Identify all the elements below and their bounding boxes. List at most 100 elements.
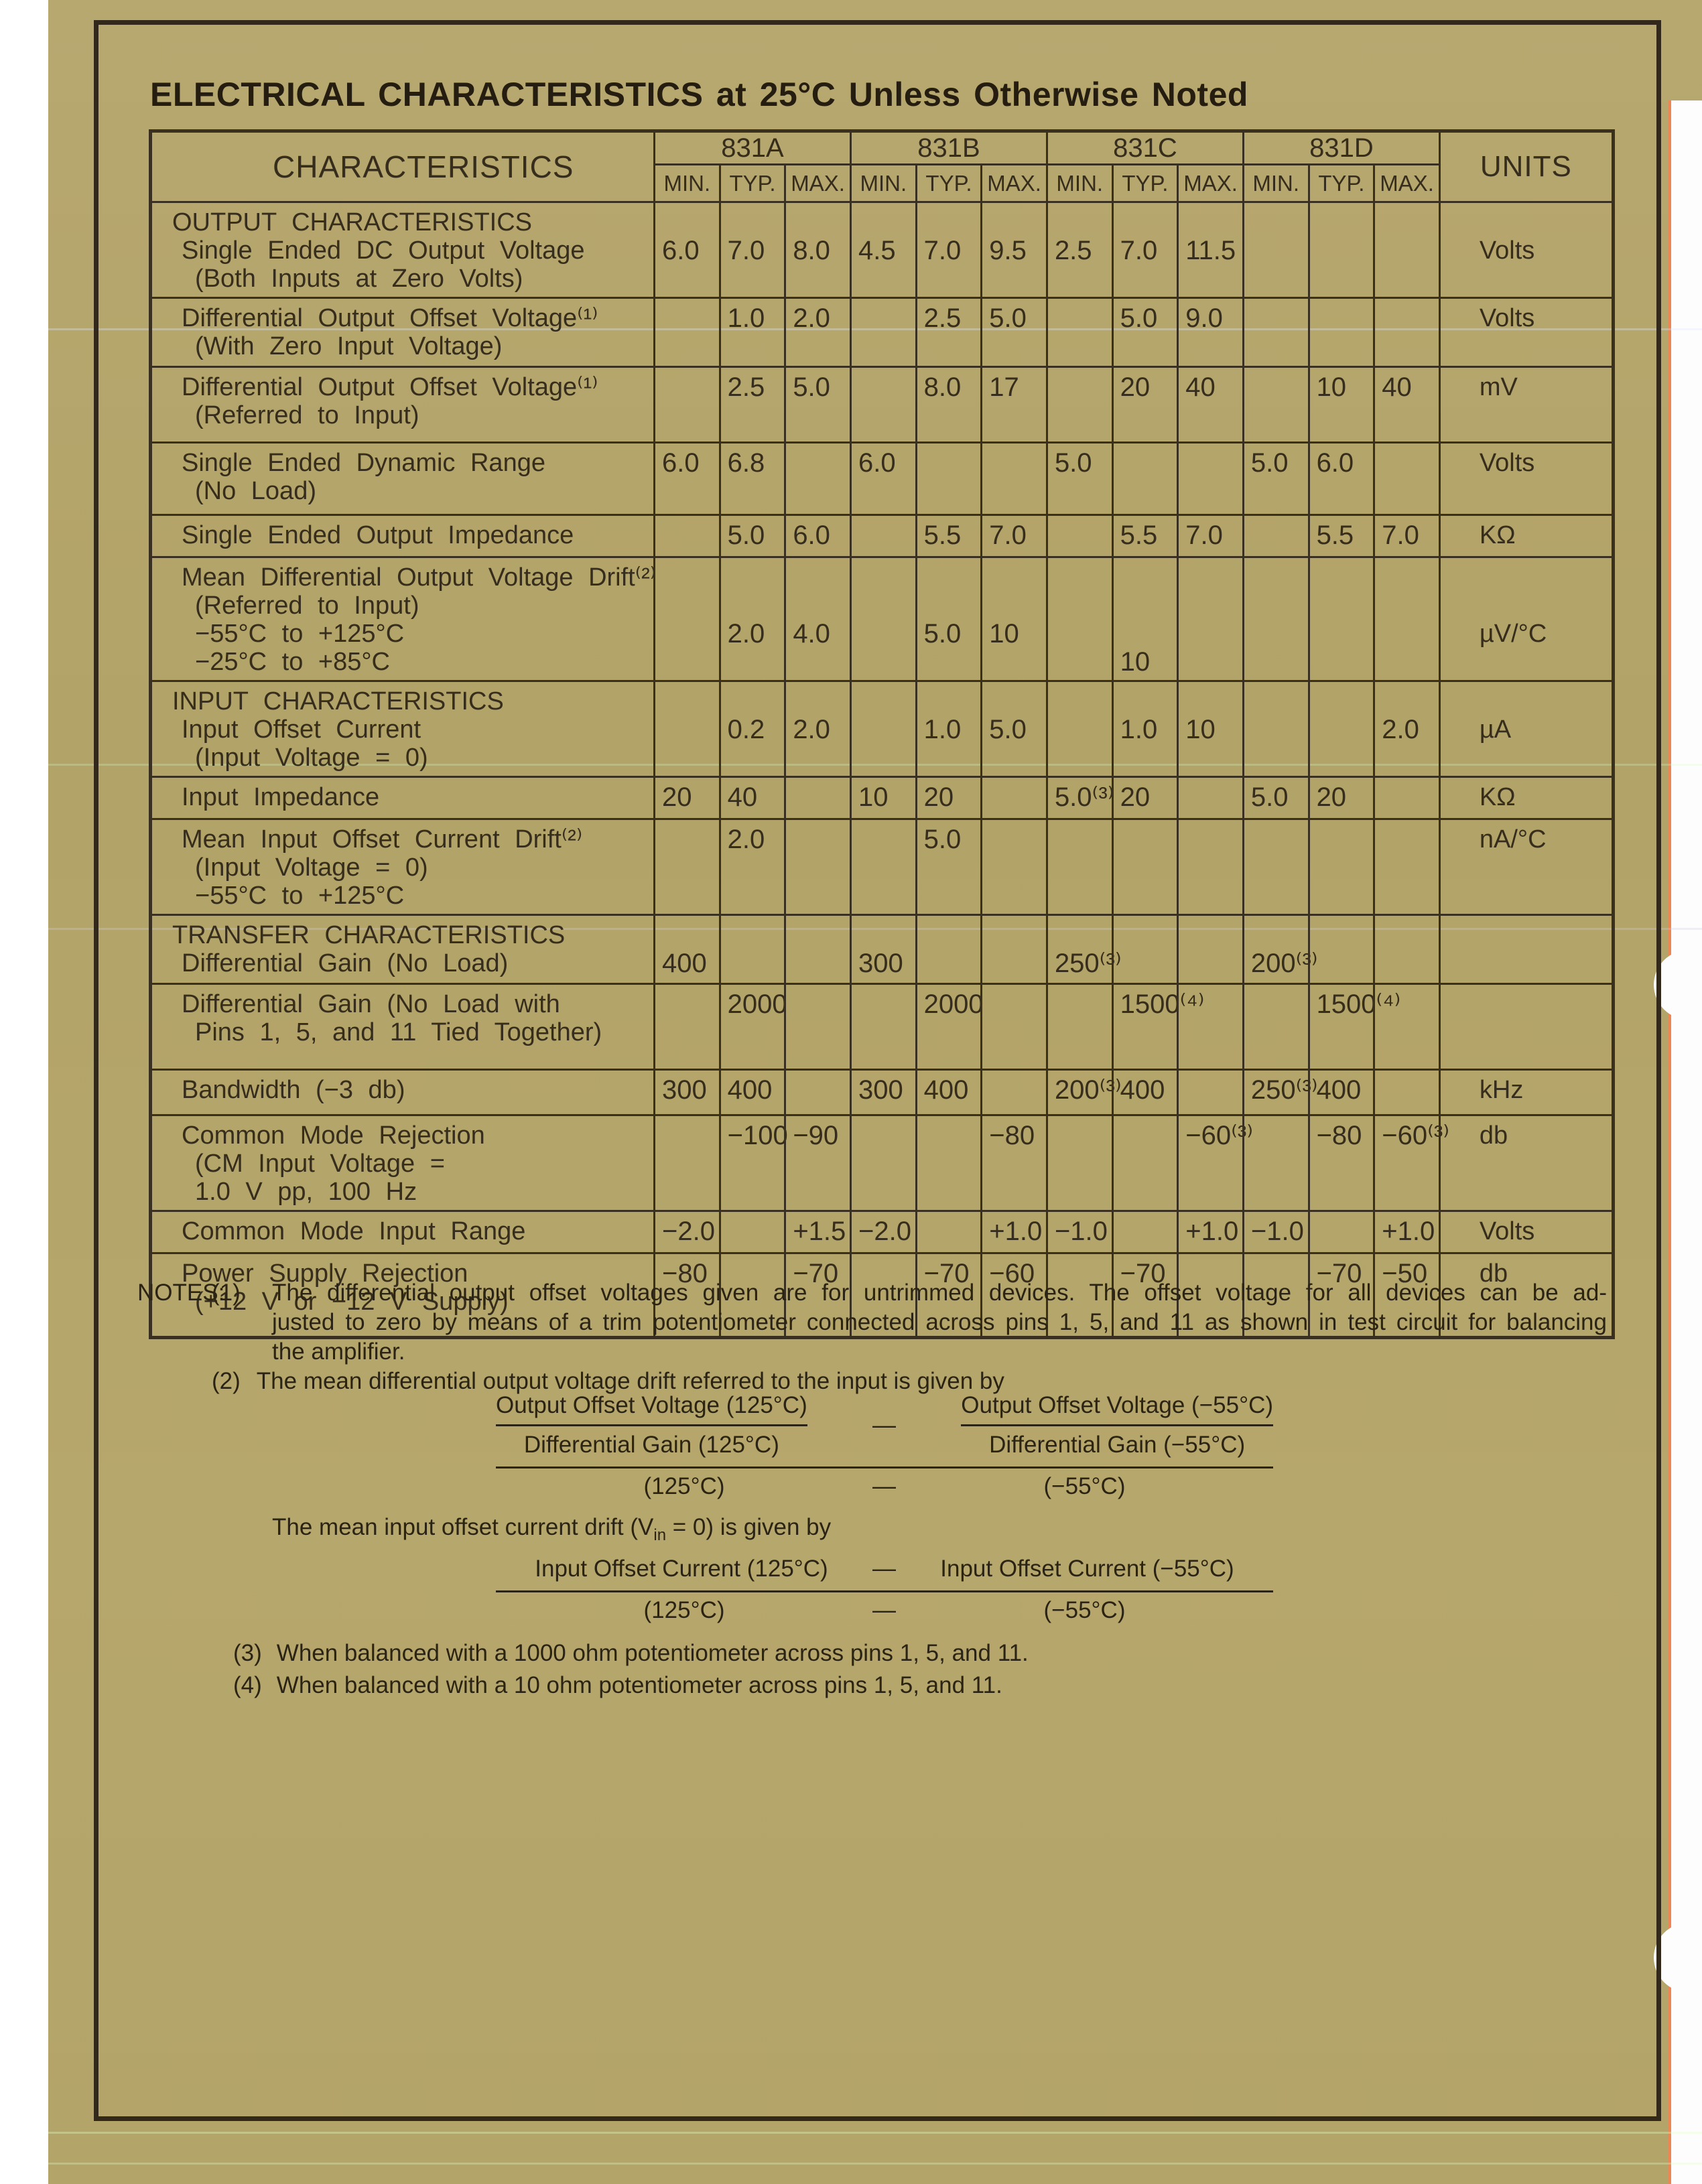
limit-header-cell: MIN. (1045, 163, 1112, 201)
row-label-cell: TRANSFER CHARACTERISTICS Differential Gai… (152, 916, 653, 983)
limit-header-cell: MIN. (653, 163, 719, 201)
formula-term: Input Offset Current (125°C) (535, 1556, 828, 1582)
value (858, 990, 915, 1018)
value-cell: 300 (653, 1071, 719, 1114)
value-cell: 400 (718, 1071, 785, 1114)
value-cell (1373, 820, 1439, 914)
value-cell (1307, 682, 1374, 776)
value-cell (718, 916, 785, 983)
row-label-line: (Input Voltage = 0) (195, 854, 428, 882)
notes-label: NOTES: (137, 1280, 225, 1306)
limit-header-cell: TYP. (915, 163, 981, 201)
value (858, 304, 915, 332)
units-cell: Volts (1438, 443, 1612, 514)
value: 400 (727, 1075, 773, 1105)
row-label-cell: Differential Output Offset Voltage⁽¹⁾ (Re… (152, 368, 653, 441)
row-label-line: Common Mode Rejection (182, 1121, 485, 1150)
value-cell: −60⁽³⁾ (1177, 1116, 1253, 1210)
minus-sign: — (872, 1597, 897, 1623)
value-cell (1242, 558, 1308, 680)
value (1382, 236, 1439, 265)
row-label-cell: INPUT CHARACTERISTICS Input Offset Curren… (152, 682, 653, 776)
value: 5.5 (1316, 521, 1354, 550)
value-cell: +1.0 (1373, 1212, 1439, 1252)
fraction-bar (496, 1590, 1273, 1592)
value-cell (653, 985, 719, 1069)
value-cell: 9.5 (980, 203, 1046, 297)
value: 9.0 (1185, 303, 1223, 333)
value-second-range (924, 648, 981, 676)
value-cell (915, 443, 981, 514)
paper-background (48, 0, 1702, 2184)
value (1317, 715, 1374, 744)
table-row: Bandwidth (−3 db) 300 400 300 400 200⁽³⁾ 400 25… (152, 1069, 1612, 1114)
value (1382, 449, 1439, 477)
value (662, 825, 719, 854)
value-cell (1373, 1071, 1439, 1114)
value-cell: 9.0 (1177, 299, 1242, 366)
value-cell (1307, 820, 1374, 914)
value-cell: 7.0 (1111, 203, 1177, 297)
value-cell (653, 682, 719, 776)
value-cell: 10 (980, 558, 1046, 680)
value: 300 (662, 1075, 707, 1105)
value-cell: 400 (915, 1071, 981, 1114)
value-cell: +1.0 (1177, 1212, 1242, 1252)
value (1251, 715, 1308, 744)
value-cell: 2.0 (1373, 682, 1439, 776)
value-cell: 6.0 (784, 516, 850, 556)
value (1120, 449, 1177, 477)
value-cell: 2.5 (718, 368, 785, 441)
value-cell: 8.0 (784, 203, 850, 297)
value (1120, 620, 1177, 648)
value: −2.0 (858, 1217, 911, 1246)
value-cell (1111, 443, 1177, 514)
value-cell: 17 (980, 368, 1046, 441)
value (793, 990, 850, 1018)
note3: (3) When balanced with a 1000 ohm potent… (233, 1639, 1029, 1668)
value-cell: −60 (980, 1254, 1046, 1336)
row-label-line: Differential Output Offset Voltage⁽¹⁾ (182, 373, 598, 401)
value-cell (1242, 820, 1308, 914)
value-cell: 5.5 (915, 516, 981, 556)
value-cell: −80 (980, 1116, 1046, 1210)
note4-text: When balanced with a 10 ohm potentiomete… (276, 1672, 1002, 1698)
value (1382, 1076, 1439, 1104)
value: 5.0 (1250, 448, 1289, 478)
value: 2.5 (727, 372, 765, 402)
value: 17 (989, 372, 1019, 402)
value-cell (849, 516, 915, 556)
value: −100 (727, 1121, 788, 1150)
value-cell (784, 820, 850, 914)
value (1251, 990, 1308, 1018)
row-label-line: (With Zero Input Voltage) (195, 332, 503, 360)
value-second-range (662, 648, 719, 676)
value-cell (653, 299, 719, 366)
value-cell (1177, 1071, 1242, 1114)
value (1251, 521, 1308, 549)
section-label: OUTPUT CHARACTERISTICS (172, 208, 533, 236)
value: 1500⁽⁴⁾ (1316, 989, 1401, 1019)
value: 9.5 (989, 236, 1027, 265)
value-cell (1242, 682, 1308, 776)
row-label-cell: Common Mode Input Range (152, 1212, 653, 1252)
value: −70 (1120, 1259, 1166, 1288)
value-cell: 0.2 (718, 682, 785, 776)
value-cell (849, 1116, 915, 1210)
value-cell (1111, 820, 1177, 914)
value-cell (1045, 516, 1112, 556)
formula-term: (125°C) (643, 1473, 725, 1499)
drift-formula-current: Input Offset Current (125°C) — Input Off… (496, 1554, 1273, 1626)
value (662, 620, 719, 648)
units-cell: Volts (1438, 299, 1612, 366)
formula-term: Output Offset Voltage (125°C) (496, 1392, 807, 1418)
row-label-cell: Single Ended Output Impedance (152, 516, 653, 556)
table-row: TRANSFER CHARACTERISTICS Differential Gai… (152, 914, 1612, 983)
formula-term: Output Offset Voltage (−55°C) (961, 1392, 1273, 1418)
value-cell (1307, 299, 1374, 366)
note4: (4) When balanced with a 10 ohm potentio… (233, 1671, 1002, 1700)
value-cell (1177, 985, 1242, 1069)
value-cell: −70 (915, 1254, 981, 1336)
value-cell (1373, 985, 1439, 1069)
value: 11.5 (1185, 236, 1236, 265)
